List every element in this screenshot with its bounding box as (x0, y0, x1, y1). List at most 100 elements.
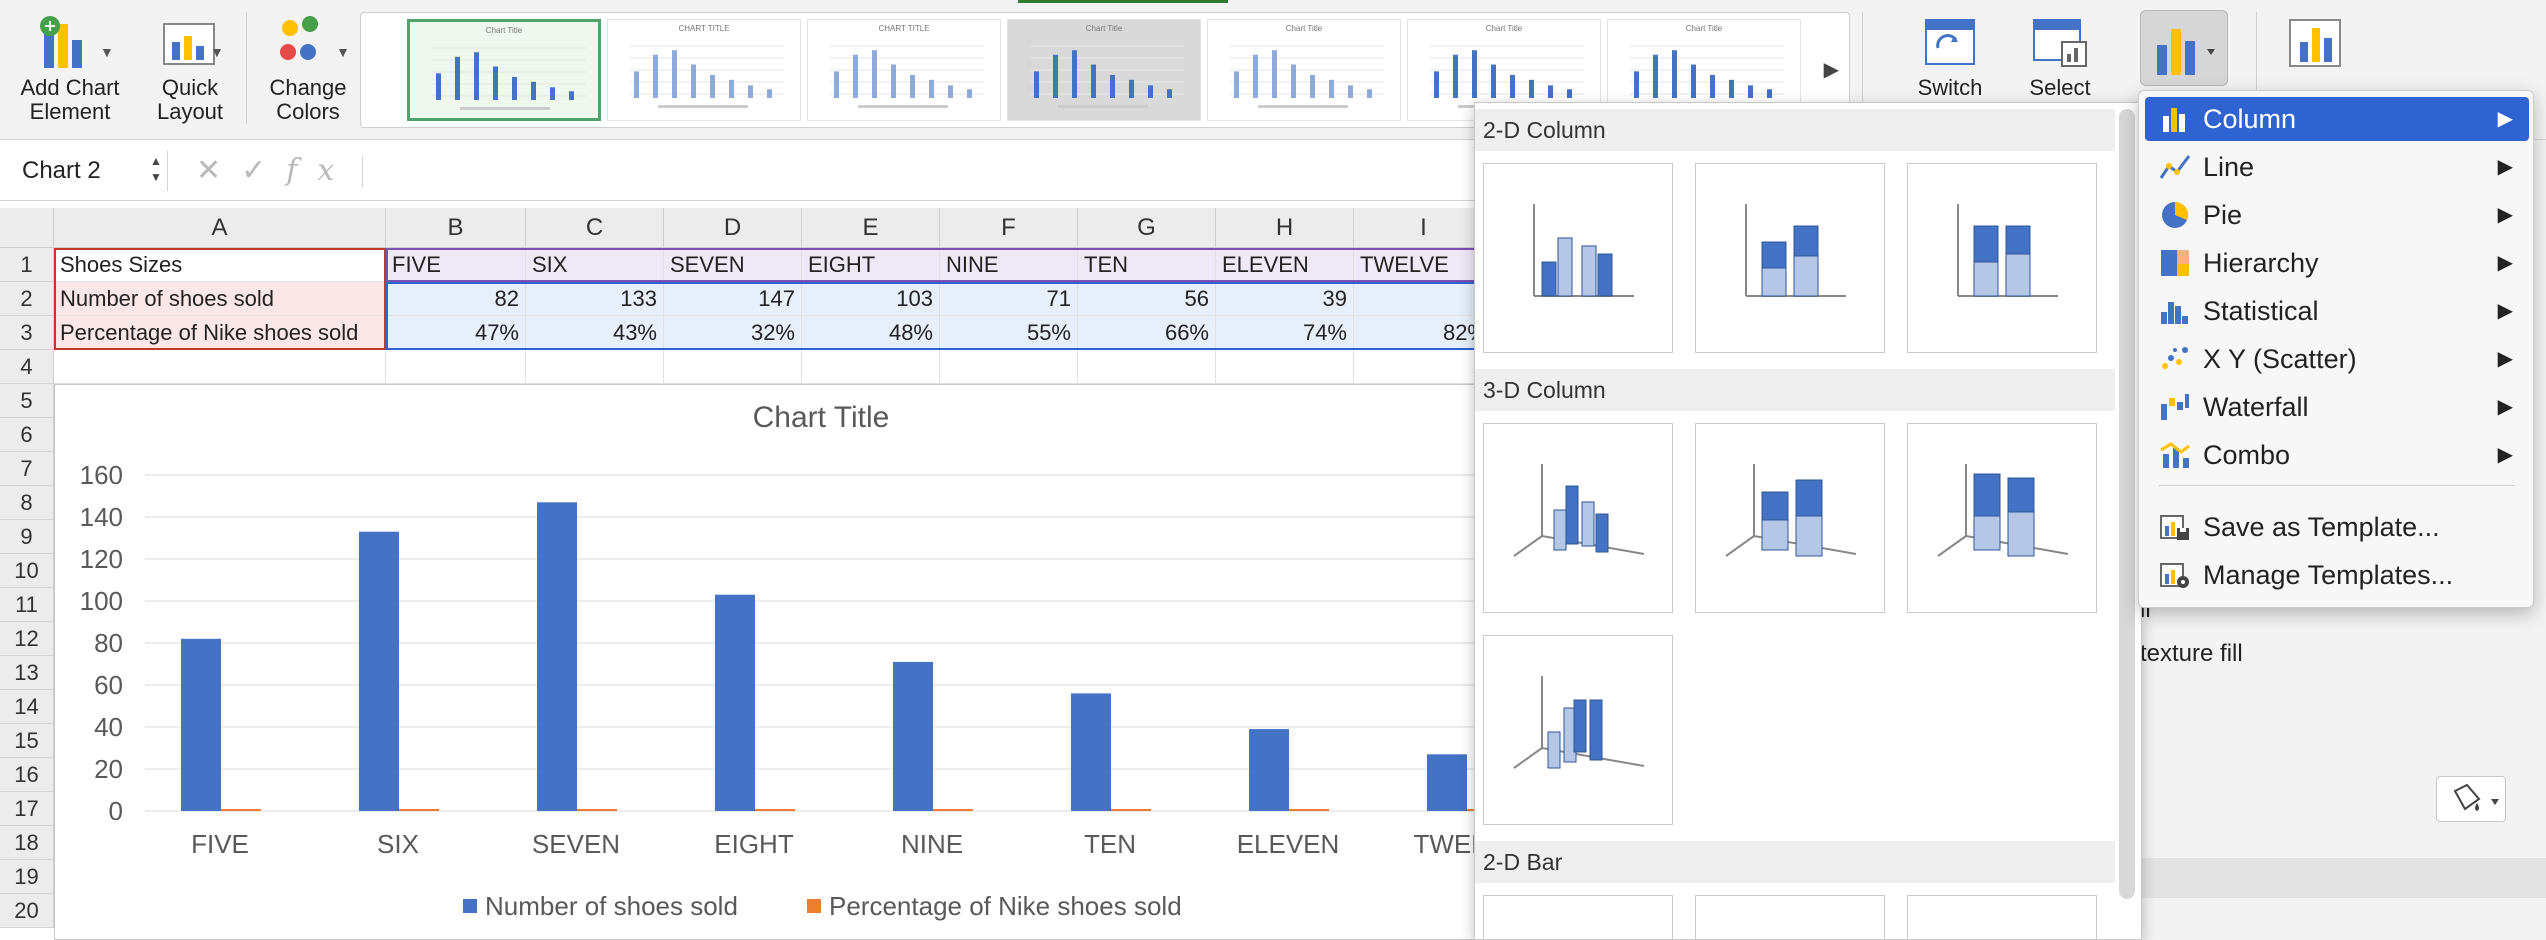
clustered-column-option[interactable] (1483, 163, 1673, 353)
chart-style-thumb[interactable]: CHART TITLE (807, 19, 1001, 121)
row-header-17[interactable]: 17 (0, 792, 54, 826)
move-chart-button[interactable] (2284, 14, 2348, 74)
cell-c2[interactable]: 133 (526, 282, 664, 316)
cell-a1[interactable]: Shoes Sizes (54, 248, 386, 282)
cell-d3[interactable]: 32% (664, 316, 802, 350)
cell-b1[interactable]: FIVE (386, 248, 526, 282)
row-header-13[interactable]: 13 (0, 656, 54, 690)
cell-i2[interactable]: 2 (1354, 282, 1494, 316)
cell-e3[interactable]: 48% (802, 316, 940, 350)
row-header-7[interactable]: 7 (0, 452, 54, 486)
menu-item-line[interactable]: Line ▶ (2145, 145, 2529, 189)
column-header-d[interactable]: D (664, 208, 802, 248)
cell-i3[interactable]: 82% (1354, 316, 1494, 350)
select-all-corner[interactable] (0, 208, 54, 248)
row-header-2[interactable]: 2 (0, 282, 54, 316)
row-header-18[interactable]: 18 (0, 826, 54, 860)
3d-column-option[interactable] (1483, 635, 1673, 825)
cell-h1[interactable]: ELEVEN (1216, 248, 1354, 282)
menu-item-scatter[interactable]: X Y (Scatter) ▶ (2145, 337, 2529, 381)
cell-b3[interactable]: 47% (386, 316, 526, 350)
cell-e1[interactable]: EIGHT (802, 248, 940, 282)
menu-item-waterfall[interactable]: Waterfall ▶ (2145, 385, 2529, 429)
column-header-e[interactable]: E (802, 208, 940, 248)
column-header-a[interactable]: A (54, 208, 386, 248)
chart-style-thumb[interactable]: Chart Title (407, 19, 601, 121)
cell-h2[interactable]: 39 (1216, 282, 1354, 316)
cell-d2[interactable]: 147 (664, 282, 802, 316)
cell-f2[interactable]: 71 (940, 282, 1078, 316)
row-header-16[interactable]: 16 (0, 758, 54, 792)
column-header-i[interactable]: I (1354, 208, 1494, 248)
stacked-bar-option[interactable] (1695, 895, 1885, 939)
row-header-15[interactable]: 15 (0, 724, 54, 758)
column-header-f[interactable]: F (940, 208, 1078, 248)
menu-item-manage-templates[interactable]: Manage Templates... (2145, 553, 2529, 597)
select-data-button[interactable]: Select (2010, 14, 2110, 100)
column-header-g[interactable]: G (1078, 208, 1216, 248)
cell-c1[interactable]: SIX (526, 248, 664, 282)
cell-i4[interactable] (1354, 350, 1494, 384)
cell-a4[interactable] (54, 350, 386, 384)
stacked-column-option[interactable] (1695, 163, 1885, 353)
function-icon[interactable]: fx (286, 153, 355, 188)
cell-g4[interactable] (1078, 350, 1216, 384)
change-colors-button[interactable]: Change Colors ▼ (258, 14, 358, 124)
menu-item-save-template[interactable]: Save as Template... (2145, 505, 2529, 549)
percent-stacked-bar-option[interactable] (1907, 895, 2097, 939)
fill-bucket-button[interactable] (2436, 776, 2506, 822)
add-chart-element-button[interactable]: Add Chart Element ▼ (14, 14, 126, 124)
cell-h3[interactable]: 74% (1216, 316, 1354, 350)
row-header-4[interactable]: 4 (0, 350, 54, 384)
menu-item-pie[interactable]: Pie ▶ (2145, 193, 2529, 237)
name-box-stepper-icon[interactable]: ▲ ▼ (150, 154, 162, 184)
cell-f1[interactable]: NINE (940, 248, 1078, 282)
name-box[interactable]: Chart 2 ▲ ▼ (10, 151, 168, 191)
more-styles-arrow-icon[interactable]: ▶ (1823, 59, 1839, 81)
cell-d1[interactable]: SEVEN (664, 248, 802, 282)
cell-f4[interactable] (940, 350, 1078, 384)
cell-c4[interactable] (526, 350, 664, 384)
row-header-8[interactable]: 8 (0, 486, 54, 520)
enter-check-icon[interactable]: ✓ (241, 154, 287, 187)
row-header-3[interactable]: 3 (0, 316, 54, 350)
chart-style-thumb[interactable]: CHART TITLE (607, 19, 801, 121)
3d-percent-stacked-column-option[interactable] (1907, 423, 2097, 613)
row-header-6[interactable]: 6 (0, 418, 54, 452)
cell-e4[interactable] (802, 350, 940, 384)
quick-layout-button[interactable]: Quick Layout ▼ (140, 14, 240, 124)
chart-style-thumb[interactable]: Chart Title (1007, 19, 1201, 121)
column-header-c[interactable]: C (526, 208, 664, 248)
row-header-10[interactable]: 10 (0, 554, 54, 588)
switch-row-column-button[interactable]: Switch (1900, 14, 2000, 100)
cell-d4[interactable] (664, 350, 802, 384)
chart-object[interactable]: Chart Title 0 20 40 60 80 100 120 140 160 FIVE SIX S… (54, 384, 1518, 940)
column-header-b[interactable]: B (386, 208, 526, 248)
menu-item-statistical[interactable]: Statistical ▶ (2145, 289, 2529, 333)
cell-b2[interactable]: 82 (386, 282, 526, 316)
menu-item-combo[interactable]: Combo ▶ (2145, 433, 2529, 477)
cell-i1[interactable]: TWELVE (1354, 248, 1494, 282)
clustered-bar-option[interactable] (1483, 895, 1673, 939)
cell-g2[interactable]: 56 (1078, 282, 1216, 316)
row-header-5[interactable]: 5 (0, 384, 54, 418)
row-header-1[interactable]: 1 (0, 248, 54, 282)
3d-stacked-column-option[interactable] (1695, 423, 1885, 613)
cell-e2[interactable]: 103 (802, 282, 940, 316)
cell-b4[interactable] (386, 350, 526, 384)
cell-g3[interactable]: 66% (1078, 316, 1216, 350)
chart-style-thumb[interactable]: Chart Title (1207, 19, 1401, 121)
cell-h4[interactable] (1216, 350, 1354, 384)
menu-item-hierarchy[interactable]: Hierarchy ▶ (2145, 241, 2529, 285)
cell-g1[interactable]: TEN (1078, 248, 1216, 282)
column-header-h[interactable]: H (1216, 208, 1354, 248)
row-header-14[interactable]: 14 (0, 690, 54, 724)
percent-stacked-column-option[interactable] (1907, 163, 2097, 353)
row-header-19[interactable]: 19 (0, 860, 54, 894)
row-header-20[interactable]: 20 (0, 894, 54, 928)
gallery-scrollbar[interactable] (2119, 109, 2135, 899)
row-header-12[interactable]: 12 (0, 622, 54, 656)
formula-input[interactable] (370, 151, 1470, 191)
3d-clustered-column-option[interactable] (1483, 423, 1673, 613)
row-header-11[interactable]: 11 (0, 588, 54, 622)
